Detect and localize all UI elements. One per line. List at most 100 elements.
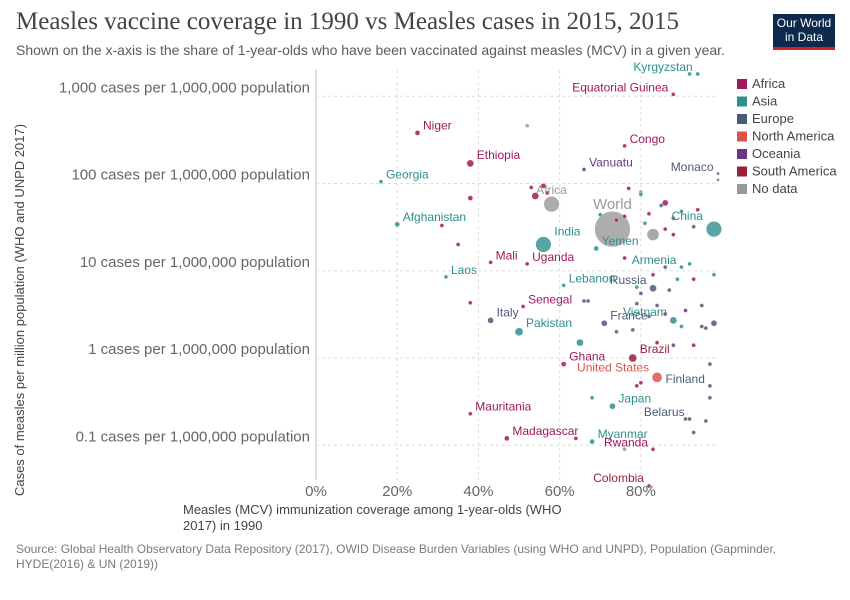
point-senegal[interactable] [520,304,526,309]
point[interactable] [455,242,461,247]
point-monaco[interactable] [716,171,720,176]
point-mali[interactable] [488,260,493,265]
point-india[interactable] [534,236,552,253]
point-vanuatu[interactable] [581,167,587,172]
point[interactable] [634,383,639,388]
point-mauritania[interactable] [468,411,473,416]
point[interactable] [691,430,696,435]
point[interactable] [671,343,676,348]
point-niger[interactable] [414,130,421,136]
point-madagascar[interactable] [504,435,510,442]
point[interactable] [638,192,643,197]
point[interactable] [468,300,473,305]
point[interactable] [626,186,631,191]
point-myanmar[interactable] [589,439,595,445]
legend-item-north-america[interactable]: North America [752,129,835,144]
point[interactable] [707,362,713,367]
point[interactable] [679,324,684,329]
legend-item-south-america[interactable]: South America [752,164,837,179]
point[interactable] [650,272,656,277]
point-afghanistan[interactable] [394,221,400,228]
point[interactable] [703,418,708,424]
point[interactable] [622,255,627,261]
owid-logo[interactable]: Our World in Data [773,14,835,50]
point[interactable] [614,329,619,334]
point[interactable] [622,214,627,219]
point[interactable] [703,325,708,331]
point[interactable] [671,216,676,221]
point[interactable] [654,340,660,345]
point[interactable] [598,212,603,217]
point-ethiopia[interactable] [466,159,474,168]
point[interactable] [699,303,704,308]
point-congo[interactable] [622,143,627,149]
point[interactable] [679,209,684,214]
point[interactable] [710,320,718,327]
point[interactable] [711,272,717,277]
point-uganda[interactable] [525,261,530,267]
point[interactable] [695,207,700,212]
point[interactable] [663,226,668,232]
point[interactable] [663,265,668,270]
point-france[interactable] [601,320,608,327]
point-armenia[interactable] [679,265,684,270]
point[interactable] [634,284,639,290]
point-kyrgyzstan[interactable] [695,71,700,77]
point[interactable] [683,308,688,313]
point[interactable] [581,298,587,304]
point[interactable] [687,71,692,77]
point[interactable] [630,327,635,333]
point[interactable] [576,339,584,347]
point[interactable] [659,203,664,208]
point-world[interactable] [594,210,631,248]
point-laos[interactable] [443,274,449,280]
point[interactable] [691,224,696,229]
point-italy[interactable] [487,317,494,324]
point[interactable] [642,221,648,226]
point[interactable] [573,436,579,441]
point[interactable] [638,291,643,296]
point[interactable] [439,223,445,228]
point-georgia[interactable] [378,179,384,184]
point[interactable] [691,277,696,282]
point-russia[interactable] [649,284,657,292]
point[interactable] [675,277,680,282]
point[interactable] [531,192,539,200]
point[interactable] [662,199,669,207]
point-pakistan[interactable] [514,327,524,336]
point[interactable] [667,287,672,293]
point-ghana[interactable] [561,361,567,367]
point[interactable] [671,232,676,237]
point[interactable] [638,380,643,385]
point-china[interactable] [705,220,723,238]
point[interactable] [646,228,660,241]
point[interactable] [707,395,713,400]
point[interactable] [529,185,534,190]
point[interactable] [646,211,652,216]
point[interactable] [585,298,591,304]
point[interactable] [545,190,550,196]
point-vietnam[interactable] [669,316,677,325]
point[interactable] [691,343,696,348]
point[interactable] [663,311,668,317]
point[interactable] [654,303,660,308]
point[interactable] [687,261,692,267]
point-colombia[interactable] [646,483,652,489]
point-rwanda[interactable] [650,447,656,452]
point[interactable] [467,195,473,201]
legend-item-asia[interactable]: Asia [752,94,778,109]
point-finland[interactable] [707,383,713,388]
point-belarus[interactable] [687,416,692,422]
legend-item-africa[interactable]: Africa [752,76,786,91]
point[interactable] [699,324,704,329]
point-yemen[interactable] [593,245,599,252]
point-equatorial-guinea[interactable] [671,92,676,97]
point-japan[interactable] [609,403,616,410]
point-united-states[interactable] [651,372,663,383]
point[interactable] [614,218,619,223]
legend-item-no-data[interactable]: No data [752,181,798,196]
point-africa[interactable] [543,195,560,213]
point[interactable] [634,301,639,306]
point[interactable] [716,178,720,182]
legend-item-oceania[interactable]: Oceania [752,146,801,161]
